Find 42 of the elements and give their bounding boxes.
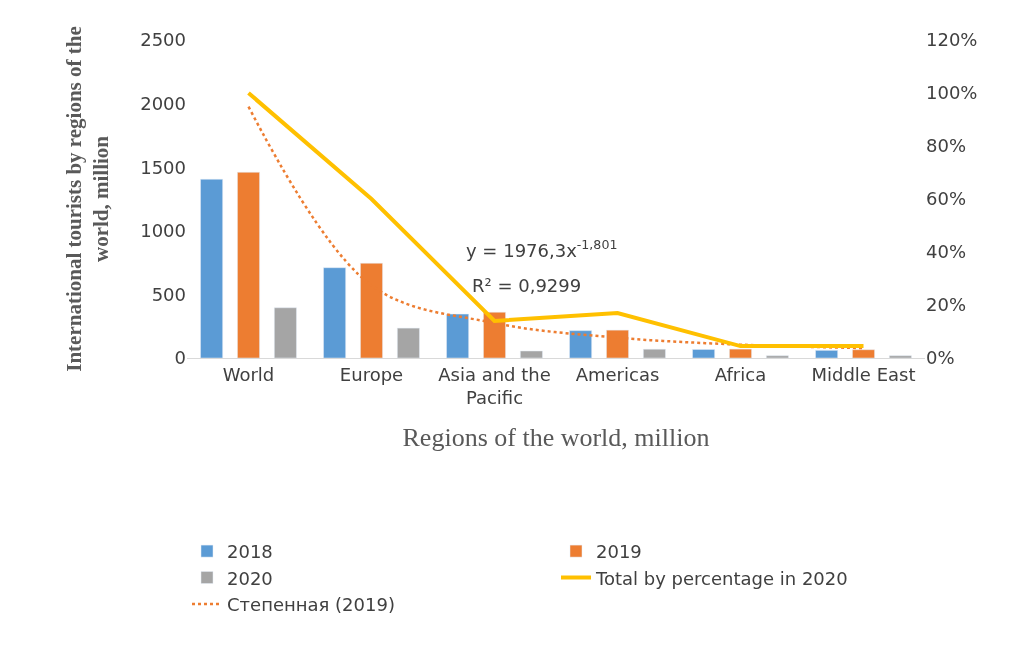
- y2-tick-label: 120%: [926, 29, 978, 51]
- y2-tick-label: 60%: [926, 188, 967, 210]
- y-tick-label: 1000: [140, 220, 186, 242]
- bar: [569, 330, 592, 358]
- x-tick-label: Asia and the Pacific: [438, 363, 551, 408]
- bar: [889, 355, 912, 358]
- bar: [237, 172, 260, 358]
- bar: [729, 348, 752, 358]
- y2-tick-label: 40%: [926, 241, 967, 263]
- x-tick-label: Africa: [714, 363, 767, 385]
- bar: [323, 267, 346, 358]
- bar: [397, 327, 420, 358]
- bar: [520, 350, 543, 358]
- legend-label: 2019: [596, 541, 642, 563]
- bar: [274, 307, 297, 358]
- x-tick-label: Europe: [339, 363, 404, 385]
- bar: [815, 350, 838, 358]
- y-axis-title: International tourists by regions of the world, million: [62, 26, 114, 372]
- legend-label: Степенная (2019): [227, 593, 395, 615]
- x-tick-label: Americas: [575, 363, 660, 385]
- bar: [692, 349, 715, 358]
- y-tick-label: 1500: [140, 156, 186, 178]
- x-tick-label: Middle East: [811, 363, 916, 385]
- y-tick-label: 0: [174, 347, 186, 369]
- bar: [766, 355, 789, 358]
- bar: [643, 348, 666, 358]
- annotation: y = 1976,3x$^{-1,801}$: [466, 237, 618, 261]
- y2-tick-label: 20%: [926, 294, 967, 316]
- legend-label: Total by percentage in 2020: [595, 567, 848, 589]
- y2-tick-label: 80%: [926, 135, 967, 157]
- x-tick-label: World: [222, 363, 275, 385]
- y-tick-label: 2500: [140, 29, 186, 51]
- legend-label: 2018: [227, 541, 273, 563]
- legend-label: 2020: [227, 567, 273, 589]
- y-tick-label: 500: [151, 283, 186, 305]
- bar: [200, 179, 223, 358]
- bar: [446, 313, 469, 358]
- annotation: R² = 0,9299: [472, 275, 582, 296]
- x-axis-title: Regions of the world, million: [402, 422, 710, 452]
- y2-tick-label: 100%: [926, 82, 978, 104]
- y2-tick-label: 0%: [926, 347, 955, 369]
- y-tick-label: 2000: [140, 92, 186, 114]
